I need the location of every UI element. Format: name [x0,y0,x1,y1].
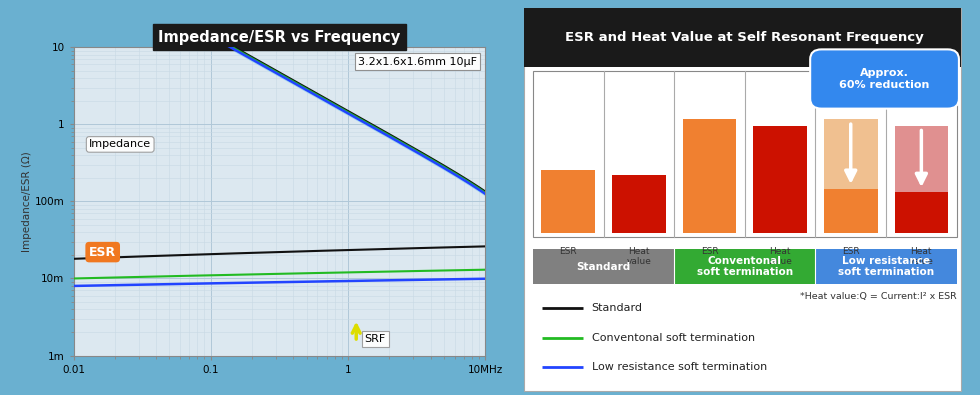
Text: Standard: Standard [592,303,643,313]
FancyBboxPatch shape [824,189,877,233]
FancyBboxPatch shape [895,126,949,233]
Text: Heat
value: Heat value [908,247,934,265]
Text: 3.2x1.6x1.6mm 10μF: 3.2x1.6x1.6mm 10μF [358,56,477,67]
FancyBboxPatch shape [533,249,674,284]
Text: ESR: ESR [560,247,577,256]
FancyBboxPatch shape [533,71,956,237]
Text: Low resistance
soft termination: Low resistance soft termination [838,256,934,277]
FancyBboxPatch shape [824,119,877,233]
FancyBboxPatch shape [524,8,961,391]
FancyBboxPatch shape [541,170,595,233]
Text: ESR and Heat Value at Self Resonant Frequency: ESR and Heat Value at Self Resonant Freq… [565,31,924,43]
Title: Impedance/ESR vs Frequency: Impedance/ESR vs Frequency [158,30,401,45]
Text: Approx.
60% reduction: Approx. 60% reduction [839,68,930,90]
Text: Heat
value: Heat value [626,247,652,265]
Text: Heat
value: Heat value [767,247,793,265]
Text: ESR: ESR [89,246,117,259]
Text: Standard: Standard [576,261,631,272]
FancyBboxPatch shape [810,49,958,109]
FancyBboxPatch shape [674,249,815,284]
Text: Low resistance soft termination: Low resistance soft termination [592,362,766,372]
FancyBboxPatch shape [683,119,736,233]
Text: *Heat value:Q = Current:I² x ESR: *Heat value:Q = Current:I² x ESR [800,292,956,301]
FancyBboxPatch shape [524,8,961,67]
FancyBboxPatch shape [754,126,807,233]
Text: SRF: SRF [365,334,386,344]
FancyBboxPatch shape [815,249,956,284]
Text: ESR: ESR [701,247,718,256]
Text: ESR: ESR [842,247,859,256]
FancyBboxPatch shape [612,175,665,233]
Text: Conventonal
soft termination: Conventonal soft termination [697,256,793,277]
FancyBboxPatch shape [895,192,949,233]
Y-axis label: Impedance/ESR (Ω): Impedance/ESR (Ω) [22,151,32,252]
Text: Conventonal soft termination: Conventonal soft termination [592,333,755,343]
Text: Impedance: Impedance [89,139,151,149]
